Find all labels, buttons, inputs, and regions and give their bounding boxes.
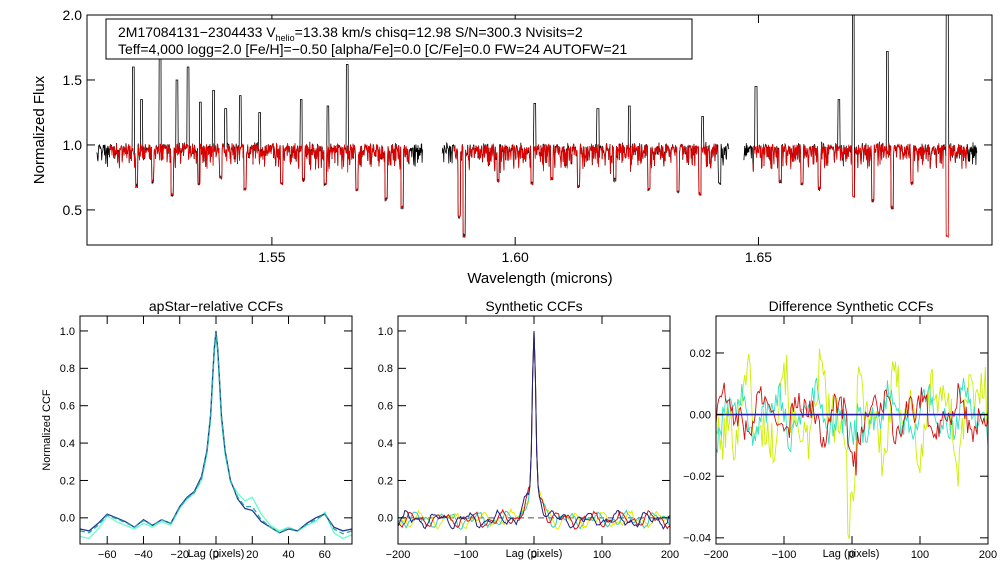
annotation-star-id: 2M17084131−2304433 V	[118, 24, 276, 40]
y-tick-label: 0.02	[690, 348, 711, 360]
x-tick-label: 100	[911, 549, 929, 561]
difference-ccf-lines	[716, 348, 988, 539]
synthetic-ccf-panel: Synthetic CCFs −200 −100 0 100 200 0.0 0.2 0.4…	[378, 298, 679, 561]
difference-ccf-x-axis-label: Lag (pixels)	[823, 548, 880, 560]
annotation-line-1: 2M17084131−2304433 Vhelio=13.38 km/s chi…	[118, 24, 583, 43]
difference-ccf-line	[716, 348, 988, 539]
y-tick-label: 2.0	[63, 7, 83, 23]
y-tick-label: 0.8	[60, 363, 75, 375]
x-tick-label: 1.65	[745, 249, 772, 265]
synthetic-ccf-y-ticks: 0.0 0.2 0.4 0.6 0.8 1.0	[378, 326, 670, 525]
annotation-box	[105, 18, 693, 60]
y-tick-label: 0.6	[378, 401, 393, 413]
spectrum-frame	[86, 14, 993, 246]
difference-ccf-x-ticks: −200 −100 0 100 200	[704, 316, 997, 561]
y-tick-label: −0.02	[683, 471, 711, 483]
x-tick-label: 100	[593, 549, 611, 561]
synthetic-ccf-x-ticks: −200 −100 0 100 200	[386, 316, 679, 561]
y-tick-label: 1.5	[63, 72, 83, 88]
x-tick-label: −200	[386, 549, 411, 561]
apstar-ccf-lines	[79, 330, 353, 540]
difference-ccf-title: Difference Synthetic CCFs	[769, 298, 934, 314]
y-tick-label: 1.0	[378, 326, 393, 338]
x-tick-label: −60	[98, 549, 117, 561]
annotation-helio-subscript: helio	[276, 33, 295, 43]
y-tick-label: 0.0	[60, 513, 75, 525]
spectrum-panel: 1.55 1.60 1.65 0.5 1.0 1.5 2.0 Wavelength (mi…	[31, 7, 993, 287]
apstar-ccf-y-axis-label: Normalized CCF	[41, 389, 53, 471]
difference-ccf-panel: Difference Synthetic CCFs −200 −100 0 100 20…	[683, 298, 997, 561]
x-tick-label: 200	[661, 549, 679, 561]
y-tick-label: 0.8	[378, 363, 393, 375]
spectrum-lines	[96, 15, 978, 239]
x-tick-label: 60	[319, 549, 331, 561]
y-tick-label: 0.4	[378, 438, 393, 450]
synthetic-fit-line	[452, 142, 718, 237]
y-tick-label: 1.0	[63, 137, 83, 153]
synthetic-ccf-title: Synthetic CCFs	[485, 298, 582, 314]
spectrum-y-ticks: 0.5 1.0 1.5 2.0	[63, 7, 992, 218]
y-tick-label: 0.2	[378, 475, 393, 487]
x-tick-label: 1.55	[258, 249, 285, 265]
y-tick-label: 0.6	[60, 401, 75, 413]
y-tick-label: 0.2	[60, 475, 75, 487]
ccf-series-line	[79, 332, 353, 535]
y-tick-label: 0.4	[60, 438, 75, 450]
y-tick-label: 0.5	[63, 202, 83, 218]
apstar-ccf-x-axis-label: Lag (pixels)	[188, 548, 245, 560]
y-tick-label: 0.0	[378, 513, 393, 525]
apstar-ccf-title: apStar−relative CCFs	[149, 298, 283, 314]
apstar-ccf-panel: apStar−relative CCFs −60 −40 −20 0 20 40 60 0.…	[41, 298, 353, 561]
x-tick-label: −100	[454, 549, 479, 561]
apstar-ccf-y-ticks: 0.0 0.2 0.4 0.6 0.8 1.0	[60, 326, 352, 525]
x-tick-label: −40	[134, 549, 153, 561]
y-tick-label: −0.04	[683, 533, 711, 545]
y-tick-label: 0.00	[690, 409, 711, 421]
annotation-line-2: Teff=4,000 logg=2.0 [Fe/H]=−0.50 [alpha/…	[118, 41, 627, 57]
y-tick-label: 1.0	[60, 326, 75, 338]
synthetic-fit-line	[109, 142, 410, 209]
synthetic-ccf-lines	[397, 330, 671, 530]
annotation-fit-stats: =13.38 km/s chisq=12.98 S/N=300.3 Nvisit…	[295, 24, 583, 40]
x-tick-label: −100	[772, 549, 797, 561]
x-tick-label: 200	[979, 549, 997, 561]
x-tick-label: 0	[849, 549, 855, 561]
apstar-ccf-x-ticks: −60 −40 −20 0 20 40 60	[98, 316, 331, 561]
x-tick-label: −20	[170, 549, 189, 561]
x-tick-label: 0	[531, 549, 537, 561]
x-tick-label: 1.60	[502, 249, 529, 265]
difference-ccf-line	[716, 377, 988, 453]
spectrum-x-axis-label: Wavelength (microns)	[467, 270, 612, 287]
synthetic-ccf-line	[397, 330, 671, 530]
synthetic-ccf-x-axis-label: Lag (pixels)	[506, 548, 563, 560]
stellar-parameters-box: 2M17084131−2304433 Vhelio=13.38 km/s chi…	[105, 18, 693, 60]
difference-ccf-y-ticks: −0.04 −0.02 0.00 0.02	[683, 348, 988, 545]
x-tick-label: 20	[246, 549, 258, 561]
x-tick-label: −200	[704, 549, 729, 561]
x-tick-label: 0	[213, 549, 219, 561]
x-tick-label: 40	[282, 549, 294, 561]
spectrum-y-axis-label: Normalized Flux	[31, 75, 48, 184]
synthetic-fit-line	[752, 142, 968, 239]
